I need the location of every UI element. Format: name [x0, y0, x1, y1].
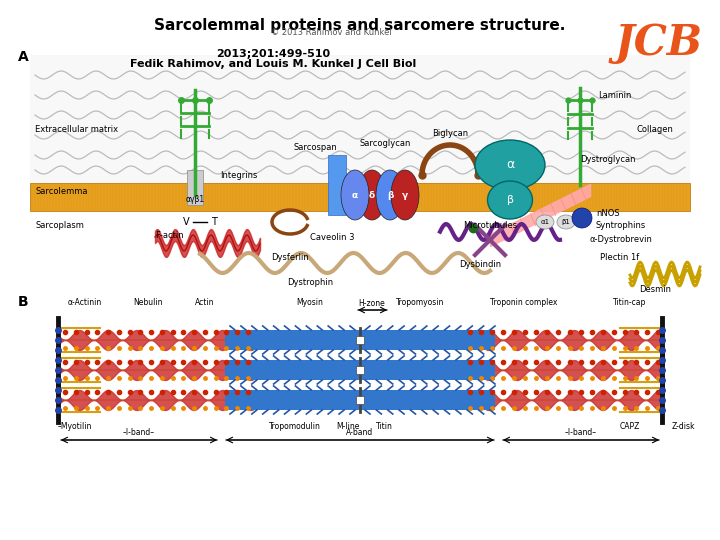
Text: –I-band–: –I-band– — [123, 428, 155, 437]
Ellipse shape — [358, 170, 386, 220]
Text: Fedik Rahimov, and Louis M. Kunkel J Cell Biol: Fedik Rahimov, and Louis M. Kunkel J Cel… — [130, 59, 417, 69]
Text: Sarcolemma: Sarcolemma — [35, 187, 88, 197]
Text: Sarcoglycan: Sarcoglycan — [359, 139, 410, 148]
Text: Sarcospan: Sarcospan — [293, 143, 337, 152]
Text: γ: γ — [402, 191, 408, 199]
Bar — [356, 366, 364, 374]
Bar — [225, 390, 495, 410]
Text: Dysferlin: Dysferlin — [271, 253, 309, 262]
Ellipse shape — [341, 170, 369, 220]
Text: F-actin: F-actin — [155, 231, 184, 240]
Text: A-band: A-band — [346, 428, 374, 437]
Text: α: α — [352, 191, 358, 199]
Bar — [58, 332, 253, 348]
Text: Dystroglycan: Dystroglycan — [580, 156, 636, 165]
Text: α1: α1 — [541, 219, 549, 225]
Text: Syntrophins: Syntrophins — [596, 220, 647, 230]
Circle shape — [572, 208, 592, 228]
Text: 2013;201:499-510: 2013;201:499-510 — [217, 49, 330, 59]
Text: Extracellular matrix: Extracellular matrix — [35, 125, 118, 134]
Text: Myosin: Myosin — [297, 298, 323, 307]
Text: Titin-cap: Titin-cap — [613, 298, 647, 307]
Bar — [225, 330, 495, 350]
Text: B: B — [18, 295, 29, 309]
Text: © 2013 Rahimov and Kunkel: © 2013 Rahimov and Kunkel — [271, 28, 392, 37]
Ellipse shape — [487, 181, 533, 219]
Text: H-zone: H-zone — [359, 299, 385, 308]
Text: Actin: Actin — [195, 298, 215, 307]
Text: JCB: JCB — [615, 22, 703, 64]
Bar — [58, 392, 253, 408]
Text: T: T — [211, 217, 217, 227]
Text: Nebulin: Nebulin — [133, 298, 163, 307]
Bar — [30, 55, 690, 185]
Text: α-Dystrobrevin: α-Dystrobrevin — [590, 235, 653, 245]
Text: Microtubules: Microtubules — [463, 221, 517, 230]
Bar — [30, 35, 690, 295]
Text: Sarcoplasm: Sarcoplasm — [35, 220, 84, 230]
Ellipse shape — [536, 215, 554, 229]
Text: V: V — [183, 217, 189, 227]
Ellipse shape — [376, 170, 404, 220]
Bar — [328, 155, 346, 215]
Bar — [58, 362, 253, 378]
Text: Laminin: Laminin — [598, 91, 631, 100]
Text: Desmin: Desmin — [639, 285, 671, 294]
Text: Troponin complex: Troponin complex — [490, 298, 558, 307]
Text: Plectin 1f: Plectin 1f — [600, 253, 639, 262]
Text: M-line: M-line — [336, 422, 360, 431]
Text: –I-band–: –I-band– — [565, 428, 597, 437]
Text: Caveolin 3: Caveolin 3 — [310, 233, 354, 241]
Ellipse shape — [475, 140, 545, 190]
Text: Dystrophin: Dystrophin — [287, 278, 333, 287]
Bar — [356, 396, 364, 404]
Text: β: β — [506, 195, 513, 205]
Text: α: α — [506, 159, 514, 172]
Text: CAPZ: CAPZ — [620, 422, 640, 431]
Text: Integrins: Integrins — [220, 171, 257, 179]
Text: Collagen: Collagen — [636, 125, 673, 134]
Text: A: A — [18, 50, 29, 64]
Ellipse shape — [391, 170, 419, 220]
Text: Z-disk: Z-disk — [672, 422, 696, 431]
Text: –Myotilin: –Myotilin — [58, 422, 92, 431]
Text: α-Actinin: α-Actinin — [68, 298, 102, 307]
Text: Sarcolemmal proteins and sarcomere structure.: Sarcolemmal proteins and sarcomere struc… — [154, 18, 566, 33]
Bar — [187, 170, 203, 205]
Bar — [30, 211, 690, 296]
Bar — [225, 360, 495, 380]
Text: Biglycan: Biglycan — [432, 129, 468, 138]
Ellipse shape — [557, 215, 575, 229]
Text: Dysbindin: Dysbindin — [459, 260, 501, 269]
Bar — [356, 336, 364, 344]
Text: αγβ1: αγβ1 — [186, 195, 204, 205]
Text: β: β — [387, 191, 393, 199]
Text: δ: δ — [369, 191, 375, 199]
Text: Titin: Titin — [376, 422, 392, 431]
Text: nNOS: nNOS — [596, 208, 620, 218]
Text: Tropomyosin: Tropomyosin — [396, 298, 444, 307]
Text: β1: β1 — [562, 219, 570, 225]
Text: Tropomodulin: Tropomodulin — [269, 422, 321, 431]
Bar — [30, 183, 690, 211]
